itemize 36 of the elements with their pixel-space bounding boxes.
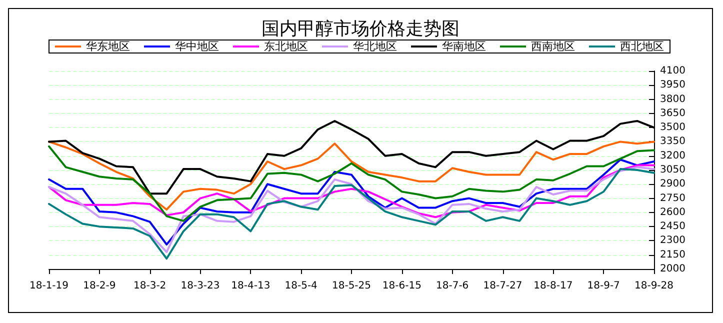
x-tick-label: 18-9-28: [634, 280, 674, 292]
x-tick-label: 18-3-23: [180, 280, 220, 292]
y-tick-label: 3200: [660, 150, 686, 162]
legend-label: 西北地区: [620, 40, 664, 53]
x-tick-label: 18-9-7: [587, 280, 620, 292]
y-tick-label: 3800: [660, 94, 686, 105]
y-tick-label: 3050: [660, 164, 686, 176]
legend-label: 华南地区: [442, 40, 486, 53]
legend-label: 华北地区: [353, 40, 397, 53]
chart-title: 国内甲醇市场价格走势图: [262, 18, 460, 40]
x-tick-label: 18-6-15: [382, 280, 422, 292]
y-tick-label: 2600: [660, 206, 686, 218]
x-tick-label: 18-1-19: [29, 280, 69, 292]
y-tick-label: 2450: [660, 221, 686, 232]
y-tick-label: 4100: [660, 66, 686, 76]
y-tick-label: 2750: [660, 192, 686, 204]
x-tick-label: 18-2-9: [83, 280, 116, 292]
y-tick-label: 2300: [660, 235, 686, 246]
legend-label: 华中地区: [175, 40, 219, 53]
legend-label: 西南地区: [531, 40, 575, 53]
y-tick-label: 2000: [660, 264, 686, 274]
y-tick-label: 3500: [660, 122, 686, 134]
legend-label: 华东地区: [86, 40, 130, 53]
x-tick-label: 18-8-17: [534, 280, 573, 292]
x-tick-label: 18-4-13: [231, 280, 270, 292]
y-tick-label: 2900: [660, 178, 686, 190]
y-tick-label: 3350: [660, 136, 686, 148]
legend-label: 东北地区: [264, 40, 308, 53]
x-tick-label: 18-5-25: [332, 280, 372, 292]
x-tick-label: 18-5-4: [284, 280, 318, 292]
y-tick-label: 2150: [660, 249, 686, 260]
y-tick-label: 3650: [660, 108, 686, 119]
x-tick-label: 18-3-2: [133, 280, 166, 292]
y-tick-label: 3950: [660, 80, 686, 91]
x-tick-label: 18-7-27: [483, 280, 522, 292]
x-tick-label: 18-7-6: [436, 280, 469, 292]
